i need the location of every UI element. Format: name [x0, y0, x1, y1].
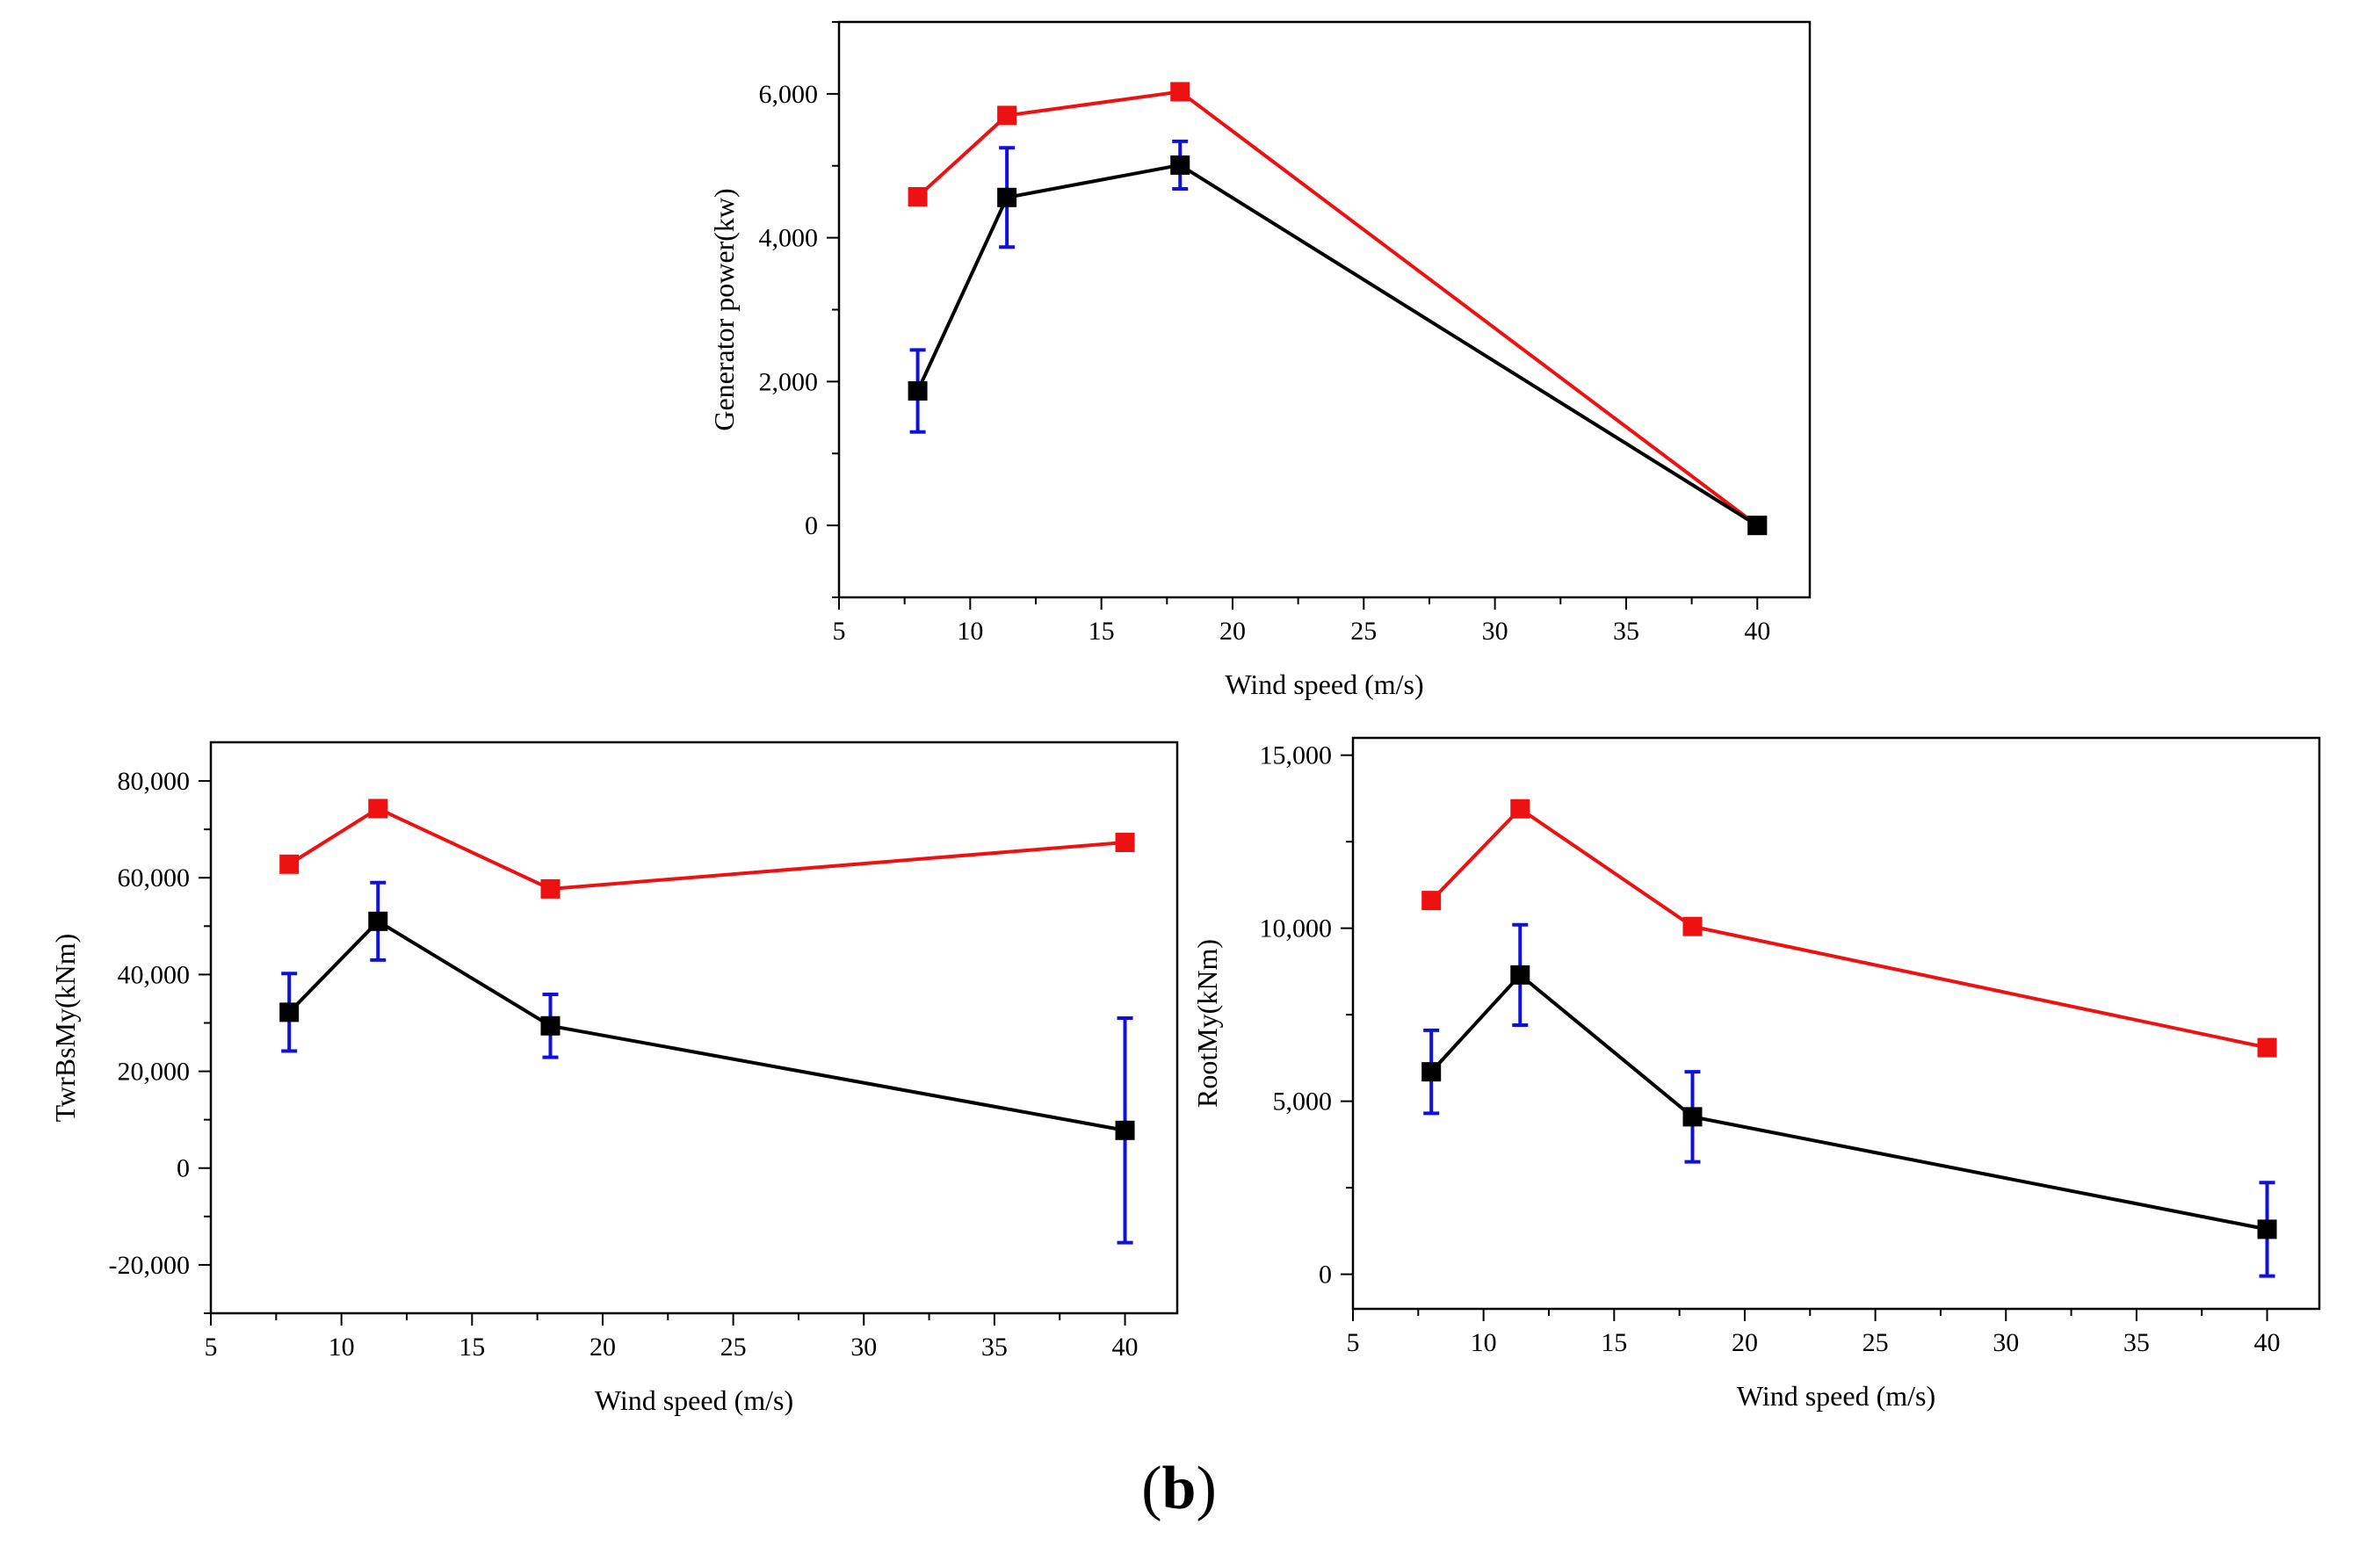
max-series-line: [916, 90, 1759, 527]
y-tick-label: 10,000: [1260, 914, 1333, 943]
x-tick-label: 20: [590, 1333, 616, 1362]
y-tick-label: 40,000: [118, 960, 191, 989]
plot-frame: [837, 20, 1812, 599]
max-data-point: [1510, 798, 1530, 819]
y-tick-label: 5,000: [1273, 1087, 1333, 1116]
max-data-point: [368, 798, 388, 819]
y-tick-label: 2,000: [759, 367, 819, 396]
plot-frame: [209, 741, 1179, 1315]
max-data-point: [1115, 833, 1135, 853]
mean-data-point: [997, 187, 1017, 207]
y-axis-label: Generator power(kw): [708, 188, 740, 430]
y-tick-label: 80,000: [118, 767, 191, 796]
y-axis-label: TwrBsMy(kNm): [49, 934, 81, 1123]
y-tick-label: 0: [805, 511, 818, 540]
max-data-point: [1170, 82, 1190, 102]
max-data-point: [1682, 916, 1703, 936]
mean-data-point: [1115, 1120, 1135, 1140]
chart-tower-base-moment: 5 10 15 20 25 30 35 40 -20,000 0 20,000 40,000 60,00…: [49, 741, 1179, 1416]
x-tick-label: 35: [2123, 1328, 2150, 1357]
x-tick-label: 30: [1482, 617, 1508, 646]
mean-data-point: [1682, 1107, 1703, 1127]
x-tick-label: 5: [205, 1333, 218, 1362]
max-data-point: [908, 186, 928, 206]
y-axis-label: RootMy(kNm): [1191, 939, 1223, 1108]
max-data-point: [1421, 891, 1442, 911]
max-data-point: [279, 854, 300, 874]
x-tick-label: 20: [1219, 617, 1246, 646]
x-tick-label: 15: [1089, 617, 1115, 646]
plot-frame: [1351, 736, 2321, 1311]
mean-data-point: [908, 381, 928, 401]
x-tick-label: 25: [1350, 617, 1377, 646]
mean-series-line: [915, 163, 1759, 527]
mean-data-point: [279, 1002, 300, 1022]
max-series-line: [288, 806, 1125, 891]
x-tick-label: 15: [1601, 1328, 1627, 1357]
x-tick-label: 15: [459, 1333, 485, 1362]
mean-series-line: [1429, 972, 2268, 1232]
x-tick-label: 30: [850, 1333, 877, 1362]
y-tick-label: 20,000: [118, 1058, 191, 1087]
x-tick-label: 35: [1613, 617, 1639, 646]
y-tick-label: -20,000: [109, 1251, 191, 1280]
y-tick-label: 4,000: [759, 224, 819, 253]
x-tick-label: 20: [1732, 1328, 1758, 1357]
mean-data-point: [1510, 965, 1530, 985]
mean-series-line: [287, 919, 1125, 1132]
panel-caption: (b): [1141, 1455, 1217, 1522]
mean-data-point: [1747, 516, 1768, 536]
mean-data-point: [1170, 155, 1190, 175]
y-tick-label: 0: [177, 1154, 190, 1183]
x-axis-label: Wind speed (m/s): [1737, 1380, 1935, 1412]
x-tick-label: 5: [1347, 1328, 1360, 1357]
y-tick-label: 60,000: [118, 863, 191, 892]
x-tick-label: 25: [1863, 1328, 1889, 1357]
x-tick-label: 30: [1993, 1328, 2019, 1357]
x-tick-label: 10: [329, 1333, 355, 1362]
y-tick-label: 6,000: [759, 80, 819, 109]
max-data-point: [2257, 1037, 2277, 1058]
max-series-line: [1429, 806, 2268, 1050]
x-tick-label: 5: [833, 617, 846, 646]
x-axis-label: Wind speed (m/s): [595, 1384, 793, 1416]
y-tick-label: 0: [1319, 1261, 1332, 1290]
x-tick-label: 10: [1471, 1328, 1497, 1357]
mean-data-point: [540, 1015, 561, 1036]
x-tick-label: 35: [981, 1333, 1008, 1362]
mean-data-point: [368, 911, 388, 931]
mean-data-point: [2257, 1219, 2277, 1239]
mean-data-point: [1421, 1062, 1442, 1082]
chart-generator-power: 5 10 15 20 25 30 35 40 0 2,000 4,000 6,000 Wind spee…: [708, 20, 1812, 700]
x-tick-label: 40: [1744, 617, 1770, 646]
x-tick-label: 40: [2254, 1328, 2281, 1357]
chart-blade-root-moment: 5 10 15 20 25 30 35 40 0 5,000 10,000 15,000 Wind sp…: [1191, 736, 2321, 1412]
y-tick-label: 15,000: [1260, 741, 1333, 770]
x-tick-label: 10: [957, 617, 983, 646]
max-data-point: [997, 105, 1017, 126]
x-tick-label: 25: [720, 1333, 747, 1362]
x-tick-label: 40: [1112, 1333, 1139, 1362]
max-data-point: [540, 878, 561, 899]
x-axis-label: Wind speed (m/s): [1225, 668, 1423, 700]
